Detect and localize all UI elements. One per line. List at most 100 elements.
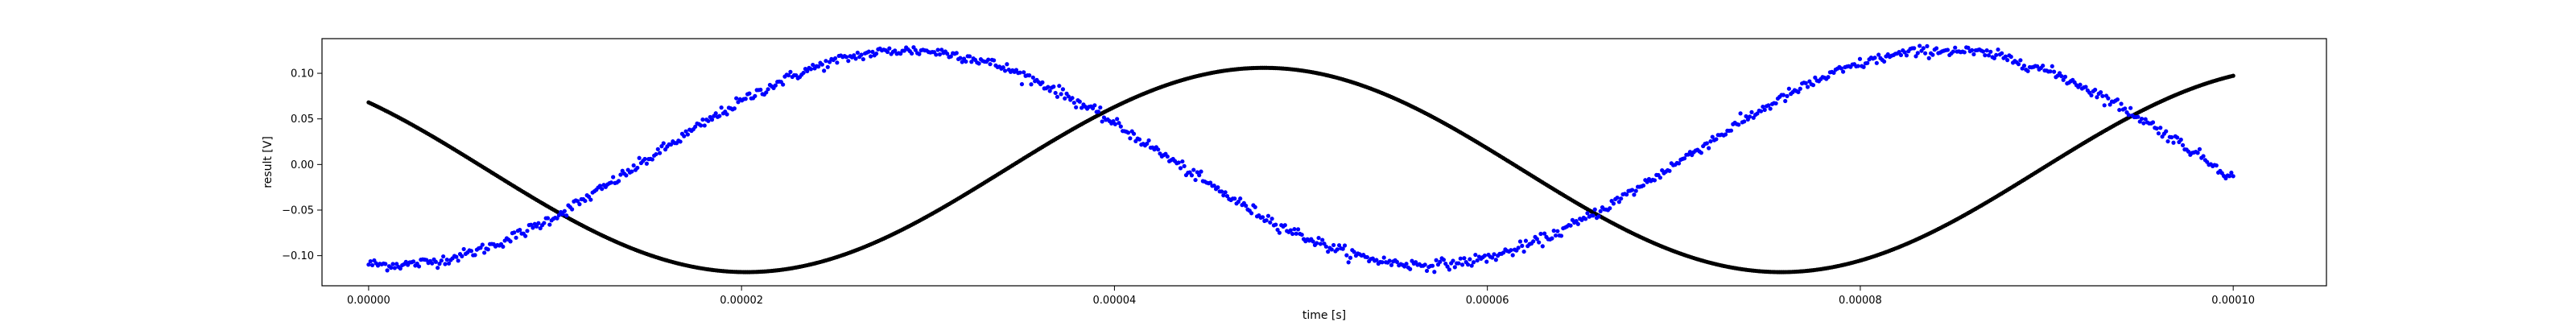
x-tick-label: 0.00000 [347, 295, 390, 307]
data-point [1221, 193, 1226, 198]
data-point [2018, 58, 2023, 63]
data-point [1913, 54, 1918, 59]
data-point [444, 258, 449, 262]
data-point [1090, 105, 1096, 111]
data-point [1951, 49, 1955, 54]
data-point [1781, 93, 1785, 97]
data-point [1018, 70, 1022, 75]
data-point [1323, 244, 1328, 249]
data-point [1380, 260, 1385, 265]
data-point [1872, 56, 1877, 60]
data-point [600, 187, 605, 192]
data-point [2052, 69, 2057, 74]
data-point [1178, 166, 1183, 171]
data-point [2175, 135, 2180, 140]
data-point [1070, 96, 1075, 101]
data-point [654, 151, 658, 157]
data-point [1551, 229, 1556, 233]
data-point [398, 266, 402, 271]
data-point [1346, 260, 1351, 265]
data-point [1238, 196, 1243, 201]
data-point [1292, 227, 1297, 232]
data-point [1394, 259, 1400, 265]
data-point [416, 264, 422, 269]
data-point [644, 161, 649, 166]
data-point [1704, 141, 1709, 146]
data-point [637, 155, 642, 160]
data-point [430, 261, 435, 266]
data-point [642, 156, 647, 162]
data-point [1624, 192, 1629, 197]
data-point [937, 52, 942, 57]
data-point [1165, 154, 1170, 159]
data-point [1315, 241, 1319, 246]
data-point [1053, 90, 1058, 96]
data-point [1930, 52, 1935, 57]
data-point [1040, 80, 1045, 85]
plot-area [366, 43, 2235, 275]
data-point [1742, 119, 1747, 124]
data-point [1553, 233, 1558, 238]
data-point [1030, 75, 1035, 80]
data-point [1005, 62, 1009, 67]
data-point [1294, 231, 1298, 236]
data-point [1320, 237, 1325, 242]
data-point [1430, 263, 1435, 268]
data-point [1219, 189, 1224, 194]
data-point [1146, 138, 1151, 143]
data-point [1748, 114, 1752, 119]
data-point [2180, 142, 2186, 147]
data-point [523, 233, 528, 238]
data-point [624, 173, 629, 178]
data-point [2165, 138, 2170, 144]
data-point [542, 221, 547, 225]
data-point [1738, 111, 1743, 116]
data-point [2123, 106, 2128, 111]
data-point [1996, 47, 2000, 52]
data-point [678, 139, 683, 144]
data-point [902, 48, 906, 53]
data-point [508, 239, 513, 244]
data-point [1598, 208, 1603, 214]
data-point [870, 49, 875, 55]
data-point [1983, 53, 1988, 58]
data-point [436, 266, 440, 270]
data-point [635, 165, 640, 171]
data-point [781, 82, 786, 87]
data-point [2016, 62, 2021, 67]
data-point [1424, 268, 1430, 274]
data-point [1156, 147, 1161, 152]
data-point [2041, 64, 2046, 68]
data-point [1523, 238, 1529, 243]
data-point [1274, 222, 1278, 227]
data-point [873, 52, 879, 56]
data-point [1810, 83, 1816, 88]
data-point [988, 62, 993, 67]
data-point [1029, 82, 1034, 87]
data-point [859, 52, 864, 57]
data-point [2141, 121, 2146, 126]
data-point [2169, 134, 2174, 140]
data-point [1189, 173, 1195, 178]
data-point [1131, 131, 1137, 136]
data-point [1749, 109, 1754, 114]
data-point [1918, 43, 1922, 48]
data-point [1971, 52, 1976, 57]
data-point [822, 68, 827, 73]
data-point [1652, 178, 1657, 183]
data-point [480, 242, 485, 247]
data-point [893, 48, 898, 53]
data-point [1865, 60, 1870, 65]
data-point [1336, 243, 1342, 248]
data-point [1633, 188, 1638, 193]
data-point [1408, 266, 1413, 271]
data-point [1861, 64, 1866, 69]
data-point [631, 163, 636, 168]
data-point [1342, 243, 1348, 248]
data-point [1874, 60, 1879, 65]
data-point [1876, 52, 1881, 57]
data-point [1641, 183, 1646, 188]
x-tick-label: 0.00004 [1093, 295, 1137, 307]
series-0-points [366, 65, 2235, 275]
